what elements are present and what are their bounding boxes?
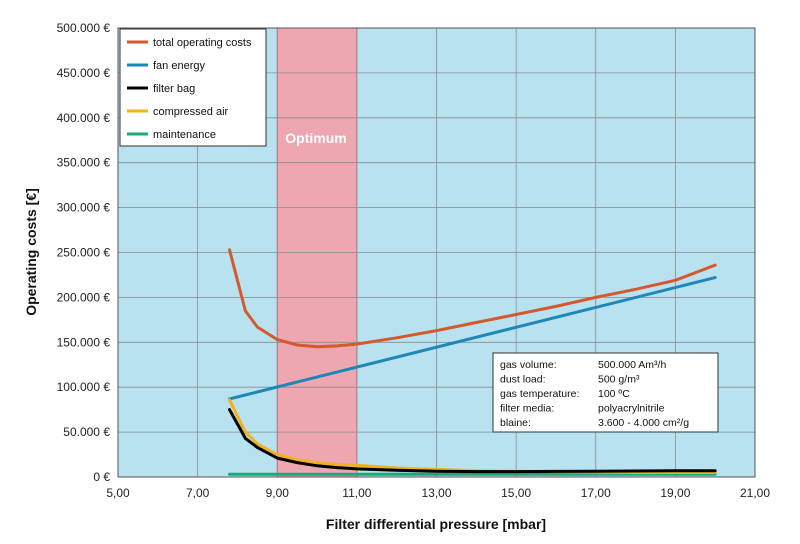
x-tick-label: 9,00 — [266, 486, 290, 500]
y-tick-label: 250.000 € — [57, 246, 111, 260]
y-axis-title: Operating costs [€] — [23, 188, 39, 316]
info-value: 500 g/m³ — [598, 374, 640, 386]
legend-label: fan energy — [153, 60, 205, 72]
series-line-filter-bag — [228, 408, 717, 474]
x-tick-label: 15,00 — [501, 486, 531, 500]
y-tick-labels: 0 € 50.000 € 100.000 € 150.000 € 200.000 € 25… — [57, 21, 111, 484]
info-box-frame — [492, 352, 719, 433]
info-label: gas volume: — [500, 359, 557, 371]
series-layer — [228, 248, 717, 476]
y-tick-label: 150.000 € — [57, 335, 111, 349]
legend-label: compressed air — [153, 106, 229, 118]
legend-label: total operating costs — [153, 37, 252, 49]
x-tick-label: 19,00 — [660, 486, 690, 500]
info-label: dust load: — [500, 374, 546, 386]
info-value: 500.000 Am³/h — [598, 359, 666, 371]
x-tick-label: 7,00 — [186, 486, 210, 500]
x-tick-labels: 5,00 7,00 9,00 11,00 13,00 15,00 17,00 19,00 21,… — [106, 486, 770, 500]
info-label: blaine: — [500, 417, 531, 429]
y-tick-label: 100.000 € — [57, 380, 111, 394]
x-tick-label: 17,00 — [581, 486, 611, 500]
series-line-fan-energy — [228, 276, 717, 401]
info-value: 100 ºC — [598, 388, 630, 400]
legend-label: maintenance — [153, 129, 216, 141]
info-value: polyacrylnitrile — [598, 403, 665, 415]
y-tick-label: 500.000 € — [57, 21, 111, 35]
x-tick-label: 11,00 — [342, 486, 371, 500]
info-label: gas temperature: — [500, 388, 579, 400]
legend: total operating costs fan energy filter ba… — [119, 28, 267, 147]
legend-label: filter bag — [153, 83, 195, 95]
legend-box — [119, 28, 267, 147]
y-tick-label: 300.000 € — [57, 201, 111, 215]
info-box: gas volume: 500.000 Am³/h dust load: 500 g/… — [492, 352, 719, 433]
y-tick-label: 0 € — [93, 470, 110, 484]
y-tick-label: 350.000 € — [57, 156, 111, 170]
info-label: filter media: — [500, 403, 554, 415]
x-tick-label: 13,00 — [421, 486, 451, 500]
series-line-total-operating-costs — [228, 248, 717, 349]
x-tick-label: 5,00 — [106, 486, 130, 500]
y-tick-label: 200.000 € — [57, 290, 111, 304]
x-axis-title: Filter differential pressure [mbar] — [326, 516, 546, 532]
y-tick-label: 400.000 € — [57, 111, 111, 125]
plot-frame — [117, 27, 756, 478]
info-value: 3.600 - 4.000 cm²/g — [598, 417, 689, 429]
optimum-label: Optimum — [285, 130, 346, 146]
y-tick-label: 50.000 € — [63, 425, 110, 439]
x-tick-label: 21,00 — [740, 486, 770, 500]
y-tick-label: 450.000 € — [57, 66, 111, 80]
